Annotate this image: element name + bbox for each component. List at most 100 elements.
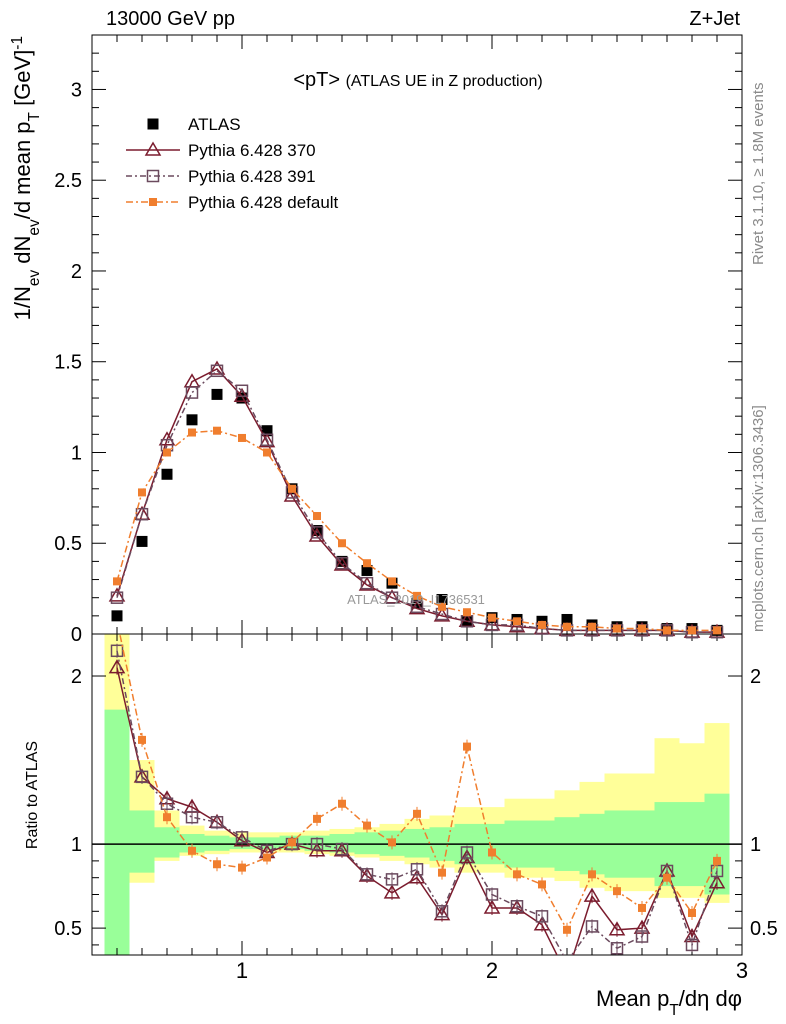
data-point [235, 384, 249, 398]
ratio-y-tick-label: 2 [71, 666, 82, 688]
data-point [336, 555, 348, 567]
y-tick-label: 0.5 [54, 533, 82, 555]
ratio-data-point [460, 846, 474, 859]
y-tick-label: 2 [71, 261, 82, 283]
ratio-data-point [213, 860, 221, 869]
x-tick-label: 3 [736, 958, 748, 983]
ratio-data-point [360, 868, 374, 881]
data-point [258, 433, 276, 448]
ratio-data-point [638, 903, 646, 912]
main-plot-series [108, 360, 726, 639]
legend-marker [144, 141, 162, 156]
ratio-y-tick-label-right: 1 [750, 834, 761, 856]
data-point [308, 527, 326, 542]
data-point [438, 602, 446, 611]
process-label: Z+Jet [689, 8, 740, 30]
legend-label: Pythia 6.428 default [188, 193, 339, 212]
ratio-data-point [363, 821, 371, 830]
data-point [333, 556, 351, 571]
legend-label: Pythia 6.428 391 [188, 167, 316, 186]
data-point [463, 608, 471, 617]
data-point [183, 373, 201, 388]
band-stat [354, 832, 380, 855]
data-point [188, 428, 196, 437]
ratio-data-point [560, 968, 574, 980]
y-tick-label: 1.5 [54, 352, 82, 374]
ratio-data-point [635, 930, 649, 943]
band-stat [204, 835, 230, 851]
y-tick-label: 0 [71, 624, 82, 646]
ratio-data-point [185, 810, 199, 824]
ratio-data-point [533, 916, 551, 931]
y-tick-label: 3 [71, 79, 82, 101]
band-stat [104, 709, 130, 955]
band-stat [129, 810, 155, 873]
ratio-data-point [458, 849, 476, 864]
ratio-data-point [310, 837, 324, 851]
y-tick-label: 2.5 [54, 170, 82, 192]
ratio-series-group [108, 634, 726, 980]
ratio-data-point [535, 910, 549, 923]
ratio-data-point [538, 880, 546, 889]
plot-title: <pT> (ATLAS UE in Z production) [293, 69, 542, 91]
x-tick-label: 2 [486, 958, 498, 983]
data-point [288, 484, 296, 493]
ratio-data-point [708, 874, 726, 889]
legend-marker [147, 118, 159, 130]
ratio-data-point [713, 856, 721, 865]
ratio-y-tick-label-right: 2 [750, 666, 761, 688]
data-point [388, 577, 396, 586]
data-point [260, 433, 274, 447]
ratio-data-point [610, 942, 624, 955]
ratio-data-point [608, 921, 626, 936]
data-point [236, 392, 248, 404]
data-point [233, 387, 251, 402]
x-axis-title: Mean pT​/dη dφ [596, 986, 742, 1019]
data-point [311, 525, 323, 537]
ratio-data-point [463, 742, 471, 751]
ratio-y-axis-title: Ratio to ATLAS [24, 741, 41, 849]
data-point [108, 587, 126, 602]
ratio-data-point [210, 815, 224, 829]
ratio-data-point [562, 956, 573, 967]
y-axis-title: 1/Nev​ dNev​/d mean pT​ [GeV]-1​ [9, 36, 43, 320]
watermark-label: ATLAS_2019_I1736531 [347, 592, 485, 607]
ratio-data-point [388, 838, 396, 847]
data-point [113, 577, 121, 586]
ratio-data-point [235, 831, 249, 844]
ratio-data-point [135, 770, 149, 784]
data-point [310, 526, 324, 539]
data-point [313, 512, 321, 521]
ratio-data-point [413, 809, 421, 818]
data-point [436, 594, 448, 606]
data-point [513, 617, 521, 626]
ratio-data-point [488, 848, 496, 857]
data-point [638, 624, 646, 633]
ratio-data-point [483, 899, 501, 914]
data-point [410, 600, 424, 614]
ratio-y-tick-label: 0.5 [54, 918, 82, 940]
data-point [211, 388, 223, 400]
legend-marker [146, 169, 160, 183]
data-point [283, 487, 301, 502]
data-point [335, 556, 349, 570]
ratio-data-point [438, 868, 446, 877]
data-point [433, 607, 451, 622]
ratio-data-point [510, 900, 524, 913]
data-point [238, 433, 246, 442]
ratio-data-point [485, 888, 499, 901]
legend: ATLAS Pythia 6.428 370 Pythia 6.428 391 Pyt… [126, 115, 339, 212]
data-point [136, 535, 148, 547]
data-point [588, 622, 596, 631]
data-point [161, 468, 173, 480]
uncertainty-bands [104, 634, 730, 955]
ratio-data-point [110, 644, 124, 658]
data-point [358, 576, 376, 591]
ratio-plot-series [108, 634, 726, 980]
data-point [138, 488, 146, 497]
data-point [488, 613, 496, 622]
data-point [663, 626, 671, 635]
data-point [338, 539, 346, 548]
band-stat [179, 833, 205, 853]
legend-marker [149, 198, 157, 206]
